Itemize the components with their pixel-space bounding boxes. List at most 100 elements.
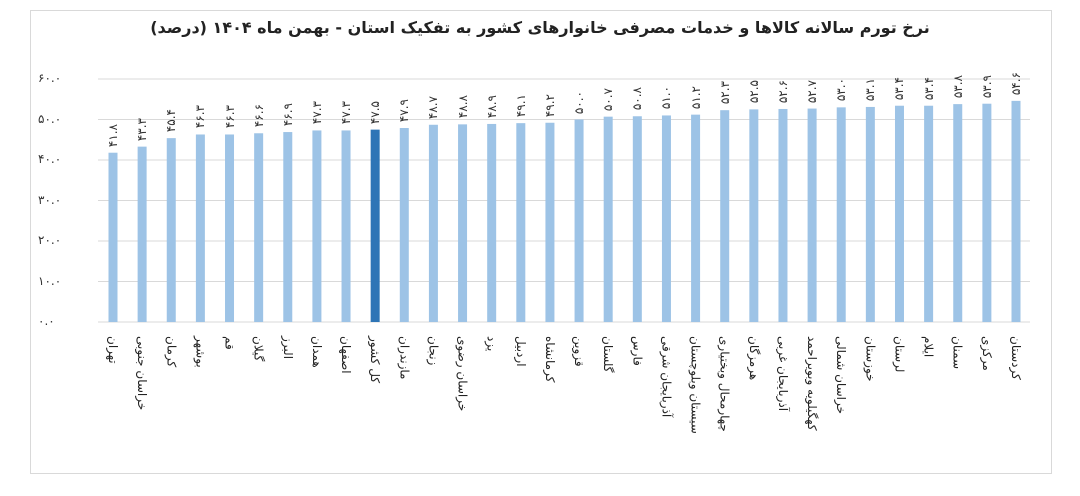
data-label: ۴۸.۷: [426, 95, 441, 119]
x-tick-label: خوزستان: [863, 336, 878, 382]
y-tick-label: ۲۰.۰: [38, 233, 62, 247]
x-tick-label: اردبیل: [513, 336, 528, 367]
x-tick-label: کرمانشاه: [542, 336, 557, 383]
y-tick-label: ۶۰.۰: [38, 71, 62, 85]
x-tick-label: البرز: [280, 336, 295, 360]
bar: [836, 107, 846, 322]
x-tick-label: گیلان: [251, 336, 266, 362]
x-tick-label: بوشهر: [193, 336, 208, 368]
y-tick-label: ۵۰.۰: [38, 111, 62, 126]
data-label: ۵۳.۴: [921, 76, 936, 100]
x-tick-label: آذربایجان شرقی: [659, 336, 674, 418]
bar: [778, 108, 788, 322]
x-tick-label: خراسان رضوی: [455, 336, 470, 412]
data-label: ۴۶.۶: [251, 104, 266, 128]
data-label: ۴۱.۸: [106, 123, 120, 147]
x-tick-label: زنجان: [426, 336, 441, 366]
data-label: ۵۲.۳: [717, 81, 732, 105]
data-label: ۵۳.۸: [950, 75, 965, 99]
chart-title: نرخ تورم سالانه کالاها و خدمات مصرفی خان…: [150, 18, 930, 37]
bar: [254, 133, 264, 322]
x-tick-label: یزد: [484, 336, 499, 352]
data-label: ۴۷.۳: [339, 101, 354, 125]
x-tick-label: همدان: [309, 336, 324, 368]
data-label: ۴۷.۵: [368, 100, 383, 124]
data-label: ۵۲.۵: [746, 80, 761, 104]
data-label: ۵۰.۸: [630, 87, 645, 111]
data-label: ۵۳.۰: [834, 78, 849, 102]
x-tick-label: کهگیلویه وبویراحمد: [805, 336, 820, 431]
bar: [632, 116, 642, 322]
bar: [428, 124, 438, 322]
bar: [283, 132, 293, 322]
y-tick-label: ۱۰.۰: [38, 273, 62, 288]
data-label: ۴۸.۸: [455, 95, 470, 119]
bar: [312, 130, 322, 322]
x-tick-label: لرستان: [892, 336, 907, 373]
data-label: ۵۳.۹: [979, 74, 994, 98]
data-label: ۵۰.۰: [572, 90, 587, 114]
x-tick-label: کل کشور: [368, 336, 383, 384]
data-label: ۴۶.۳: [222, 105, 237, 129]
x-tick-label: کرمان: [164, 336, 179, 368]
x-tick-label: سیستان وبلوچستان: [688, 336, 703, 434]
bar: [370, 129, 380, 322]
x-tick-label: تهران: [106, 336, 120, 364]
x-tick-label: خراسان شمالی: [834, 336, 849, 415]
data-label: ۴۹.۲: [542, 93, 557, 117]
x-tick-label: ایلام: [921, 336, 936, 358]
x-tick-label: خراسان جنوبی: [135, 336, 150, 411]
data-label: ۵۱.۲: [688, 85, 703, 109]
x-tick-label: فارس: [630, 336, 645, 366]
x-tick-label: قم: [222, 336, 237, 350]
bar: [720, 110, 730, 322]
bar: [195, 134, 205, 322]
x-tick-label: چهارمحال وبختیاری: [717, 336, 732, 432]
bar: [982, 103, 992, 322]
bar: [516, 123, 526, 323]
data-label: ۴۵.۴: [164, 109, 179, 133]
bar: [341, 130, 351, 322]
bar: [545, 122, 555, 323]
x-tick-label: قزوین: [572, 336, 587, 367]
bar: [108, 152, 118, 322]
bar: [749, 109, 759, 322]
bar: [1011, 100, 1021, 323]
bar: [953, 104, 963, 322]
x-tick-label: گلستان: [601, 336, 616, 373]
data-label: ۴۸.۹: [484, 94, 499, 119]
data-label: ۵۴.۶: [1009, 71, 1023, 96]
x-tick-label: هرمزگان: [746, 336, 761, 381]
data-label: ۴۳.۳: [135, 117, 150, 141]
x-tick-label: آذربایجان غربی: [775, 336, 790, 412]
data-label: ۵۰.۷: [601, 87, 616, 111]
bar: [603, 116, 613, 322]
data-label: ۴۶.۳: [193, 105, 208, 129]
bar: [225, 134, 235, 322]
data-label: ۵۲.۷: [805, 79, 820, 103]
data-label: ۴۷.۹: [397, 99, 412, 123]
y-tick-label: ۳۰.۰: [38, 192, 62, 207]
bar: [399, 128, 409, 322]
bar: [661, 115, 671, 322]
x-tick-label: اصفهان: [339, 336, 354, 374]
bar: [894, 105, 904, 322]
data-label: ۵۱.۰: [659, 86, 674, 110]
bar: [137, 146, 147, 322]
bar: [807, 108, 817, 322]
bar: [691, 114, 701, 322]
bar: [865, 106, 875, 322]
bar: [924, 105, 934, 322]
x-tick-label: سمنان: [950, 336, 965, 370]
data-label: ۴۶.۹: [280, 103, 295, 127]
data-label: ۵۳.۴: [892, 76, 907, 100]
x-tick-label: مازندران: [397, 336, 412, 380]
data-label: ۴۷.۳: [309, 101, 324, 125]
y-tick-label: ۴۰.۰: [38, 152, 62, 166]
data-label: ۵۲.۶: [775, 79, 790, 104]
data-label: ۴۹.۱: [513, 94, 528, 118]
x-tick-label: مرکزی: [979, 336, 994, 371]
bar: [574, 119, 584, 322]
y-tick-label: ۰.۰: [38, 314, 55, 328]
